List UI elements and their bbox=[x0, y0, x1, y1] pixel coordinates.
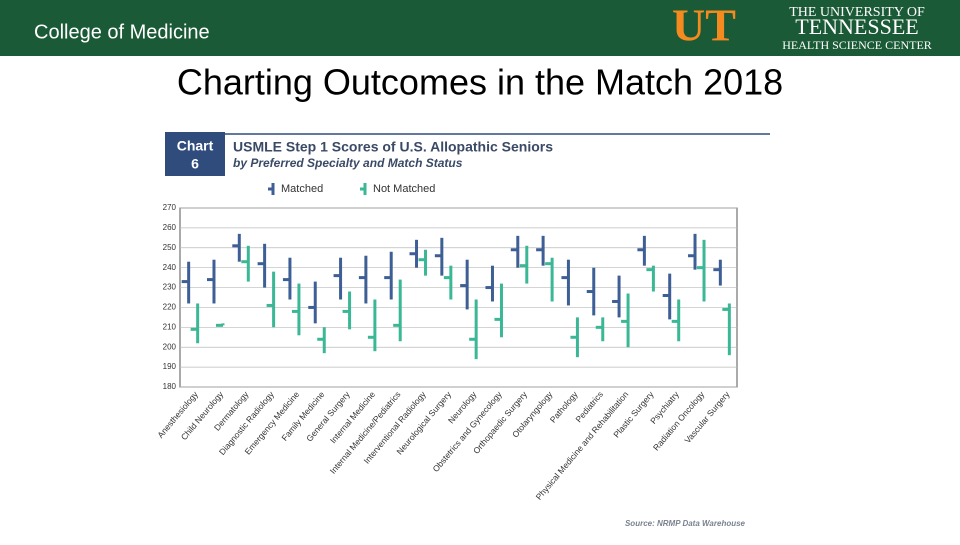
chart-title: USMLE Step 1 Scores of U.S. Allopathic S… bbox=[233, 139, 553, 155]
header-bar bbox=[0, 0, 960, 56]
y-tick-label: 260 bbox=[163, 223, 177, 232]
legend-label: Matched bbox=[281, 183, 323, 195]
legend-label: Not Matched bbox=[373, 183, 435, 195]
logo-line: HEALTH SCIENCE CENTER bbox=[782, 38, 932, 52]
logo-line: TENNESSEE bbox=[795, 14, 918, 39]
source: Source: NRMP Data Warehouse bbox=[625, 519, 746, 528]
chart-number: 6 bbox=[191, 156, 199, 172]
chart-label: Chart bbox=[177, 138, 214, 154]
x-tick-label: Vascular Surgery bbox=[682, 389, 732, 445]
y-tick-label: 190 bbox=[163, 362, 177, 371]
y-tick-label: 180 bbox=[163, 382, 177, 391]
logo-line: THE UNIVERSITY OF bbox=[789, 5, 925, 20]
y-tick-label: 240 bbox=[163, 263, 177, 272]
y-tick-label: 250 bbox=[163, 243, 177, 252]
y-tick-label: 210 bbox=[163, 322, 177, 331]
section-name: College of Medicine bbox=[34, 21, 210, 43]
plot-frame bbox=[179, 207, 738, 388]
chart-subtitle: by Preferred Specialty and Match Status bbox=[233, 156, 463, 170]
y-tick-label: 230 bbox=[163, 283, 177, 292]
y-tick-label: 270 bbox=[163, 203, 177, 212]
slide-title: Charting Outcomes in the Match 2018 bbox=[177, 62, 783, 103]
y-tick-label: 200 bbox=[163, 342, 177, 351]
x-tick-label: Internal Medicine bbox=[328, 389, 377, 445]
y-tick-label: 220 bbox=[163, 303, 177, 312]
logo-mark: UT bbox=[672, 0, 736, 51]
chart-badge bbox=[165, 132, 225, 176]
